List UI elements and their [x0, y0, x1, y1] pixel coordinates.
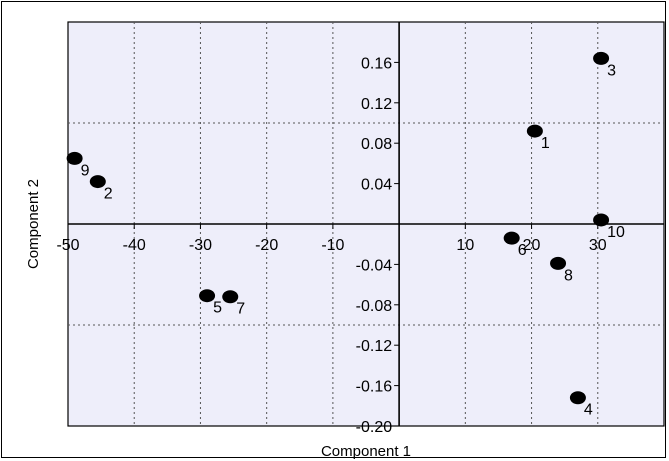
x-tick-label: -10: [321, 237, 344, 254]
data-point-label: 3: [607, 62, 616, 79]
data-point: [222, 290, 239, 304]
data-point-label: 7: [236, 301, 245, 318]
data-point-label: 8: [564, 267, 573, 284]
data-point-label: 6: [518, 242, 527, 259]
y-axis-label: Component 2: [25, 179, 42, 269]
tick-labels: -50 -40 -30 -20 -10 10 20 30 0.16 0.12 0.08 0.04 -0.…: [56, 55, 606, 436]
data-point: [199, 289, 216, 303]
data-point: [66, 151, 83, 165]
x-tick-label: -50: [56, 237, 79, 254]
data-point: [503, 231, 520, 245]
y-tick-label: 0.12: [361, 96, 392, 113]
data-point-label: 2: [104, 186, 113, 203]
y-tick-label: -0.04: [356, 257, 393, 274]
y-tick-label: -0.12: [356, 338, 393, 355]
data-point-label: 10: [607, 224, 625, 241]
data-point-label: 5: [213, 300, 222, 317]
y-tick-label: 0.16: [361, 55, 392, 72]
y-tick-label: -0.08: [356, 298, 393, 315]
x-tick-label: -30: [189, 237, 212, 254]
y-tick-label: -0.16: [356, 379, 393, 396]
data-point: [569, 391, 586, 405]
x-tick-label: 30: [589, 237, 607, 254]
x-tick-label: -20: [255, 237, 278, 254]
data-point: [593, 213, 610, 227]
data-point: [593, 51, 610, 65]
data-points: 1 2 3 4 5 6 7 8 9 10: [66, 51, 625, 419]
y-tick-label: -0.20: [356, 419, 393, 436]
data-point: [526, 124, 543, 138]
x-tick-label: -40: [123, 237, 146, 254]
x-tick-label: 10: [456, 237, 474, 254]
y-tick-label: 0.08: [361, 136, 392, 153]
x-tick-label: 20: [523, 237, 541, 254]
axes: [68, 22, 664, 426]
data-point-label: 9: [81, 162, 90, 179]
data-point: [89, 175, 106, 189]
data-point-label: 4: [584, 402, 593, 419]
y-tick-label: 0.04: [361, 177, 392, 194]
data-point-label: 1: [541, 135, 550, 152]
data-point: [550, 256, 567, 270]
x-axis-label: Component 1: [321, 443, 411, 460]
